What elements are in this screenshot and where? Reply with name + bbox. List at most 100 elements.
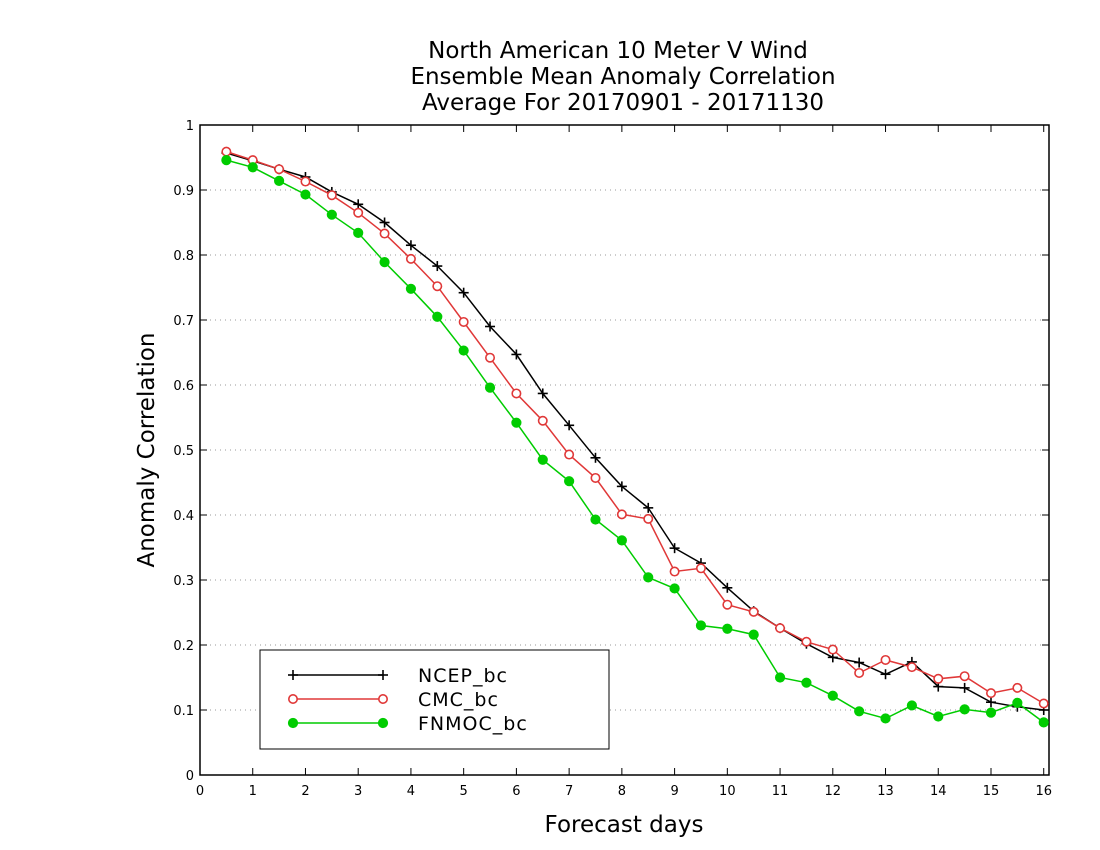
x-axis-label: Forecast days: [545, 812, 704, 838]
series-line-fnmoc-bc: [226, 159, 1045, 724]
y-tick-label: 1: [186, 119, 194, 134]
data-point-cmc-bc: [300, 176, 311, 187]
data-point-ncep-bc: [985, 697, 996, 708]
data-point-ncep-bc: [643, 502, 654, 513]
x-tick-label: 3: [354, 784, 362, 799]
data-point-fnmoc-bc: [326, 209, 337, 220]
gridlines: [200, 189, 1049, 711]
x-tick-label: 1: [249, 784, 257, 799]
data-point-fnmoc-bc: [827, 690, 838, 701]
data-point-fnmoc-bc: [722, 623, 733, 634]
series-line-cmc-bc: [226, 150, 1045, 705]
x-tick-label: 9: [670, 784, 678, 799]
data-point-fnmoc-bc: [801, 677, 812, 688]
data-point-fnmoc-bc: [590, 514, 601, 525]
x-tick-label: 7: [565, 784, 573, 799]
data-point-ncep-bc: [537, 388, 548, 399]
legend-marker: [377, 693, 388, 704]
data-point-cmc-bc: [933, 673, 944, 684]
data-point-cmc-bc: [405, 253, 416, 264]
y-tick-label: 0.7: [173, 314, 194, 329]
x-tick-label: 8: [618, 784, 626, 799]
data-point-cmc-bc: [616, 509, 627, 520]
legend-item-fnmoc-bc: FNMOC_bc: [287, 713, 527, 735]
x-tick-label: 15: [983, 784, 1000, 799]
data-point-fnmoc-bc: [1012, 697, 1023, 708]
data-point-cmc-bc: [880, 654, 891, 665]
data-point-fnmoc-bc: [247, 162, 258, 173]
data-point-cmc-bc: [458, 316, 469, 327]
data-point-ncep-bc: [432, 261, 443, 272]
data-point-cmc-bc: [326, 190, 337, 201]
y-tick-label: 0.1: [173, 704, 194, 719]
data-point-cmc-bc: [221, 146, 232, 157]
data-point-ncep-bc: [485, 321, 496, 332]
data-point-cmc-bc: [695, 563, 706, 574]
data-point-fnmoc-bc: [300, 189, 311, 200]
y-tick-label: 0.9: [173, 184, 194, 199]
data-point-ncep-bc: [405, 240, 416, 251]
data-point-fnmoc-bc: [273, 175, 285, 186]
x-tick-label: 2: [301, 784, 309, 799]
data-point-fnmoc-bc: [353, 227, 364, 238]
legend-marker: [378, 670, 388, 680]
data-point-fnmoc-bc: [854, 706, 865, 717]
legend-item-ncep-bc: NCEP_bc: [288, 665, 507, 687]
data-point-fnmoc-bc: [379, 257, 390, 268]
legend-box: [259, 649, 610, 750]
data-point-fnmoc-bc: [933, 711, 944, 722]
data-point-fnmoc-bc: [880, 713, 891, 724]
data-point-fnmoc-bc: [774, 672, 786, 683]
data-point-ncep-bc: [511, 349, 522, 360]
chart-title-line-1: North American 10 Meter V Wind: [428, 38, 808, 64]
data-point-cmc-bc: [590, 472, 601, 483]
data-point-cmc-bc: [353, 207, 364, 218]
series-fnmoc-bc: [221, 155, 1049, 728]
y-axis-label: Anomaly Correlation: [134, 332, 160, 567]
x-tick-label: 14: [930, 784, 947, 799]
x-tick-label: 13: [877, 784, 894, 799]
data-point-fnmoc-bc: [511, 417, 522, 428]
data-point-cmc-bc: [1012, 682, 1023, 693]
data-point-cmc-bc: [827, 644, 838, 655]
data-point-ncep-bc: [564, 420, 575, 431]
data-series: [221, 146, 1049, 728]
y-tick-label: 0.8: [173, 249, 194, 264]
data-point-cmc-bc: [274, 164, 285, 175]
data-point-fnmoc-bc: [405, 283, 417, 294]
x-tick-label: 16: [1035, 784, 1052, 799]
data-point-fnmoc-bc: [537, 454, 548, 465]
data-point-ncep-bc: [379, 217, 390, 228]
legend-marker: [377, 717, 389, 729]
data-point-ncep-bc: [616, 481, 627, 492]
x-tick-label: 12: [825, 784, 842, 799]
data-point-cmc-bc: [643, 513, 654, 524]
data-point-fnmoc-bc: [669, 583, 680, 594]
data-point-fnmoc-bc: [748, 629, 759, 640]
data-point-fnmoc-bc: [564, 476, 575, 487]
data-point-ncep-bc: [353, 199, 364, 210]
data-point-fnmoc-bc: [695, 620, 707, 631]
data-point-cmc-bc: [854, 667, 865, 678]
x-tick-label: 5: [460, 784, 468, 799]
y-tick-label: 0.5: [173, 444, 194, 459]
x-tick-label: 11: [772, 784, 789, 799]
data-point-cmc-bc: [379, 228, 390, 239]
data-point-cmc-bc: [722, 599, 733, 610]
y-tick-label: 0.3: [173, 574, 194, 589]
x-axis-ticks: 0 1 2 3 4 5 6 7 8 9 10 11 12 13 14 15 16: [196, 125, 1052, 799]
series-ncep-bc: [221, 147, 1049, 715]
data-point-ncep-bc: [590, 452, 601, 463]
data-point-cmc-bc: [1038, 698, 1049, 709]
data-point-cmc-bc: [906, 662, 917, 673]
data-point-fnmoc-bc: [484, 382, 496, 393]
data-point-fnmoc-bc: [959, 704, 970, 715]
series-cmc-bc: [221, 146, 1049, 709]
data-point-ncep-bc: [854, 657, 865, 668]
x-tick-label: 10: [719, 784, 736, 799]
legend-item-cmc-bc: CMC_bc: [287, 689, 498, 711]
data-point-cmc-bc: [669, 566, 680, 577]
data-point-cmc-bc: [537, 415, 548, 426]
data-point-ncep-bc: [959, 682, 970, 693]
